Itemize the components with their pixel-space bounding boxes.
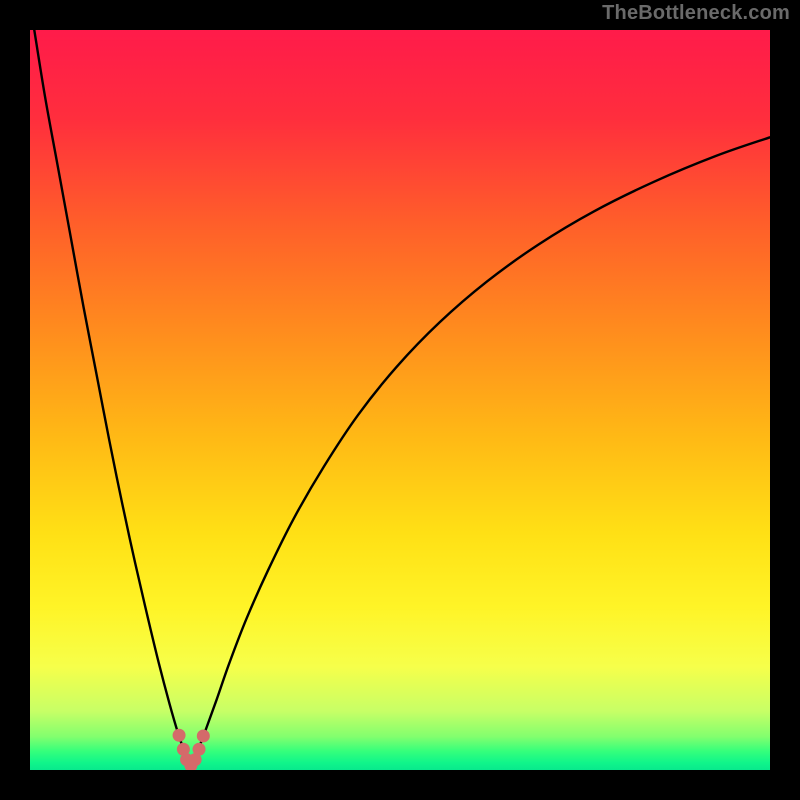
watermark-text: TheBottleneck.com [602,2,790,25]
curve-right-branch [191,137,770,767]
valley-marker-group [173,729,210,770]
curve-left-branch [34,30,191,768]
x-axis-label-container [30,770,770,800]
y-axis-label-container [0,30,30,770]
valley-marker [173,729,186,742]
chart-plot-area [30,30,770,770]
valley-marker [193,743,206,756]
chart-curve-layer [30,30,770,770]
valley-marker [197,729,210,742]
